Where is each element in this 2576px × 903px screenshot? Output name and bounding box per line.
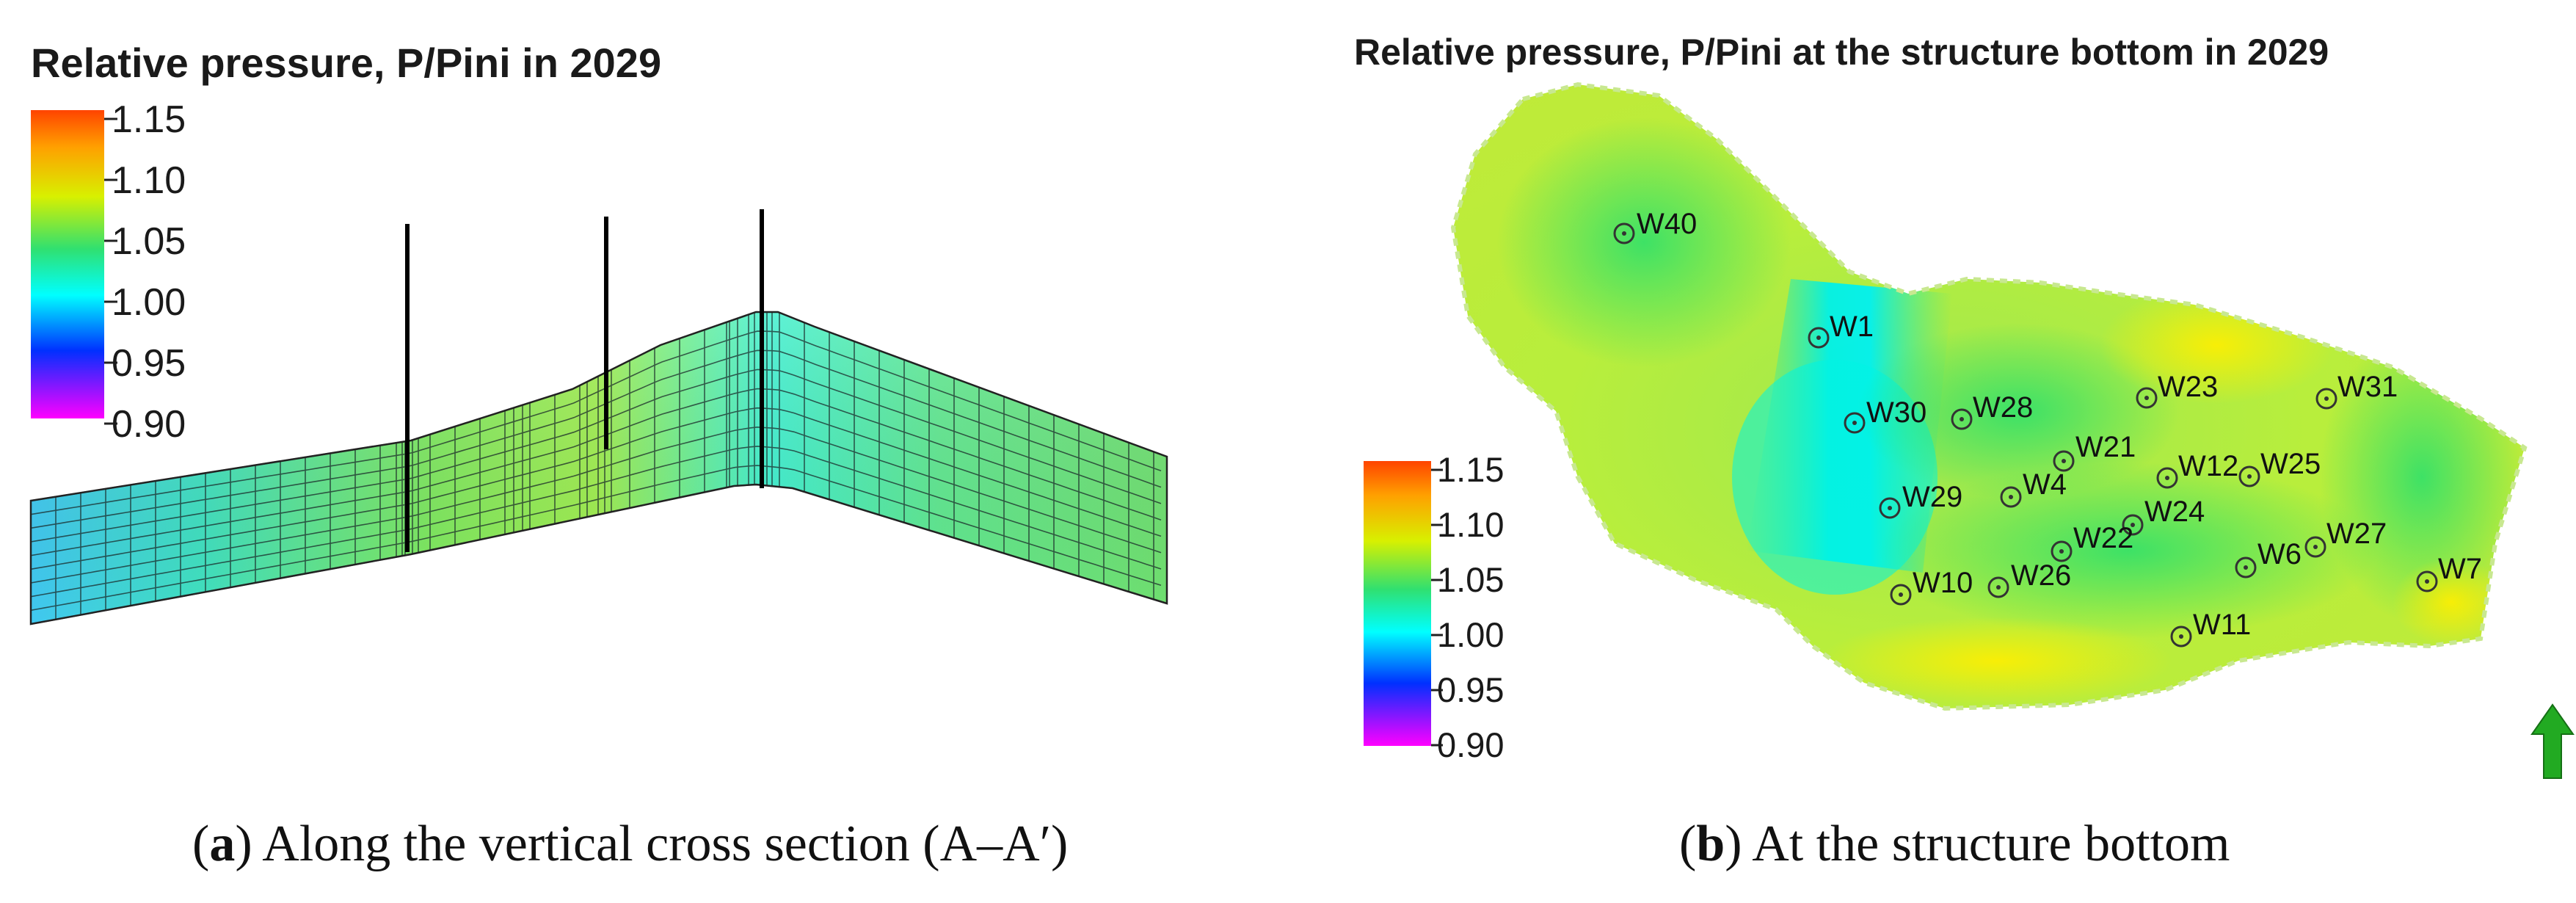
panel-a-tick-label: 1.05 [112,220,186,263]
well-marker: W6 [2235,538,2302,579]
well-label: W4 [2023,468,2067,501]
panel-a-title: Relative pressure, P/Pini in 2029 [31,40,661,86]
grid-layer-line [30,407,1162,570]
panel-b-tick-label: 1.00 [1437,615,1504,654]
well-label: W12 [2178,450,2238,482]
panel-a-tick-label: 0.95 [112,342,186,385]
well-marker: W1 [1808,311,1874,349]
well-marker: W10 [1890,567,1973,606]
well-label: W31 [2337,371,2398,403]
well-marker: W31 [2315,371,2398,410]
panel-a-caption: (a) Along the vertical cross section (A–… [192,816,1069,872]
well-label: W6 [2257,538,2302,570]
well-marker: W21 [2053,431,2136,472]
well-marker: W27 [2304,518,2387,558]
panel-b-tick-label: 1.15 [1437,450,1504,489]
panel-b-colorbar-ticks: 1.15 1.10 1.05 1.00 0.95 0.90 [1431,450,1504,764]
panel-b-tick-label: 0.95 [1437,670,1504,709]
well-marker: W11 [2170,609,2251,648]
well-label: W27 [2326,518,2387,550]
panel-a-tick-label: 1.15 [112,98,186,141]
panel-b-title: Relative pressure, P/Pini at the structu… [1354,32,2329,73]
well-marker: W24 [2122,496,2205,536]
well-marker: W28 [1951,391,2033,430]
well-label: W40 [1637,208,1697,240]
panel-b-colorbar [1364,461,1431,746]
well-lines [405,209,764,552]
panel-a-tick-label: 0.90 [112,403,186,446]
well-marker: W30 [1844,396,1926,434]
well-label: W22 [2073,522,2133,554]
grid-layer-line [30,465,1162,612]
grid-layer-line [30,349,1162,529]
well-marker: W40 [1613,208,1697,244]
well-label: W23 [2158,371,2218,403]
well-marker: W7 [2416,553,2482,592]
well-label: W11 [2193,609,2251,641]
pressure-map [1450,81,2528,711]
well-label: W26 [2011,559,2071,592]
panel-b-tick-label: 1.10 [1437,505,1504,544]
panel-a: Relative pressure, P/Pini in 2029 1.15 1… [29,40,1168,625]
panel-a-caption-text: Along the vertical cross section (A–A′) [262,816,1069,872]
grid-layer-line [30,446,1162,598]
well-label: W21 [2075,431,2136,463]
well-label: W30 [1866,396,1926,429]
north-arrow-icon [2530,703,2575,779]
panel-b-tick-label: 1.05 [1437,560,1504,599]
grid-layer-line [30,426,1162,584]
well-marker: W29 [1879,481,1962,519]
well-marker: W25 [2238,448,2321,487]
panel-b-caption: (b) At the structure bottom [1679,816,2230,872]
panel-a-colorbar-ticks: 1.15 1.10 1.05 1.00 0.95 0.90 [104,98,186,446]
grid-layer-line [30,369,1162,543]
panel-a-colorbar [31,110,104,418]
panel-b-caption-letter: b [1696,816,1725,872]
well-label: W24 [2144,496,2205,528]
well-label: W7 [2438,553,2482,585]
grid-layer-line [30,388,1162,556]
well-marker: W4 [2000,468,2067,508]
panel-b-tick-label: 0.90 [1437,725,1504,764]
cross-section [29,311,1168,625]
panel-a-caption-letter: a [209,816,236,872]
panel-a-tick-label: 1.00 [112,281,186,324]
panel-a-tick-label: 1.10 [112,159,186,202]
well-marker: W12 [2156,450,2238,489]
well-label: W10 [1913,567,1973,599]
well-label: W28 [1973,391,2033,424]
well-marker: W26 [1987,559,2071,598]
well-label: W29 [1902,481,1962,513]
well-marker: W23 [2136,371,2218,409]
well-marker: W22 [2051,522,2133,562]
well-label: W1 [1830,311,1874,343]
panel-b: Relative pressure, P/Pini at the structu… [1354,32,2575,779]
grid-layer-line [30,330,1162,515]
panel-b-caption-text: At the structure bottom [1752,816,2230,872]
well-label: W25 [2260,448,2321,480]
well-markers: W40 W1 W30 W28 W23 W31 W21 W12 W25 W29 W… [1613,208,2482,648]
